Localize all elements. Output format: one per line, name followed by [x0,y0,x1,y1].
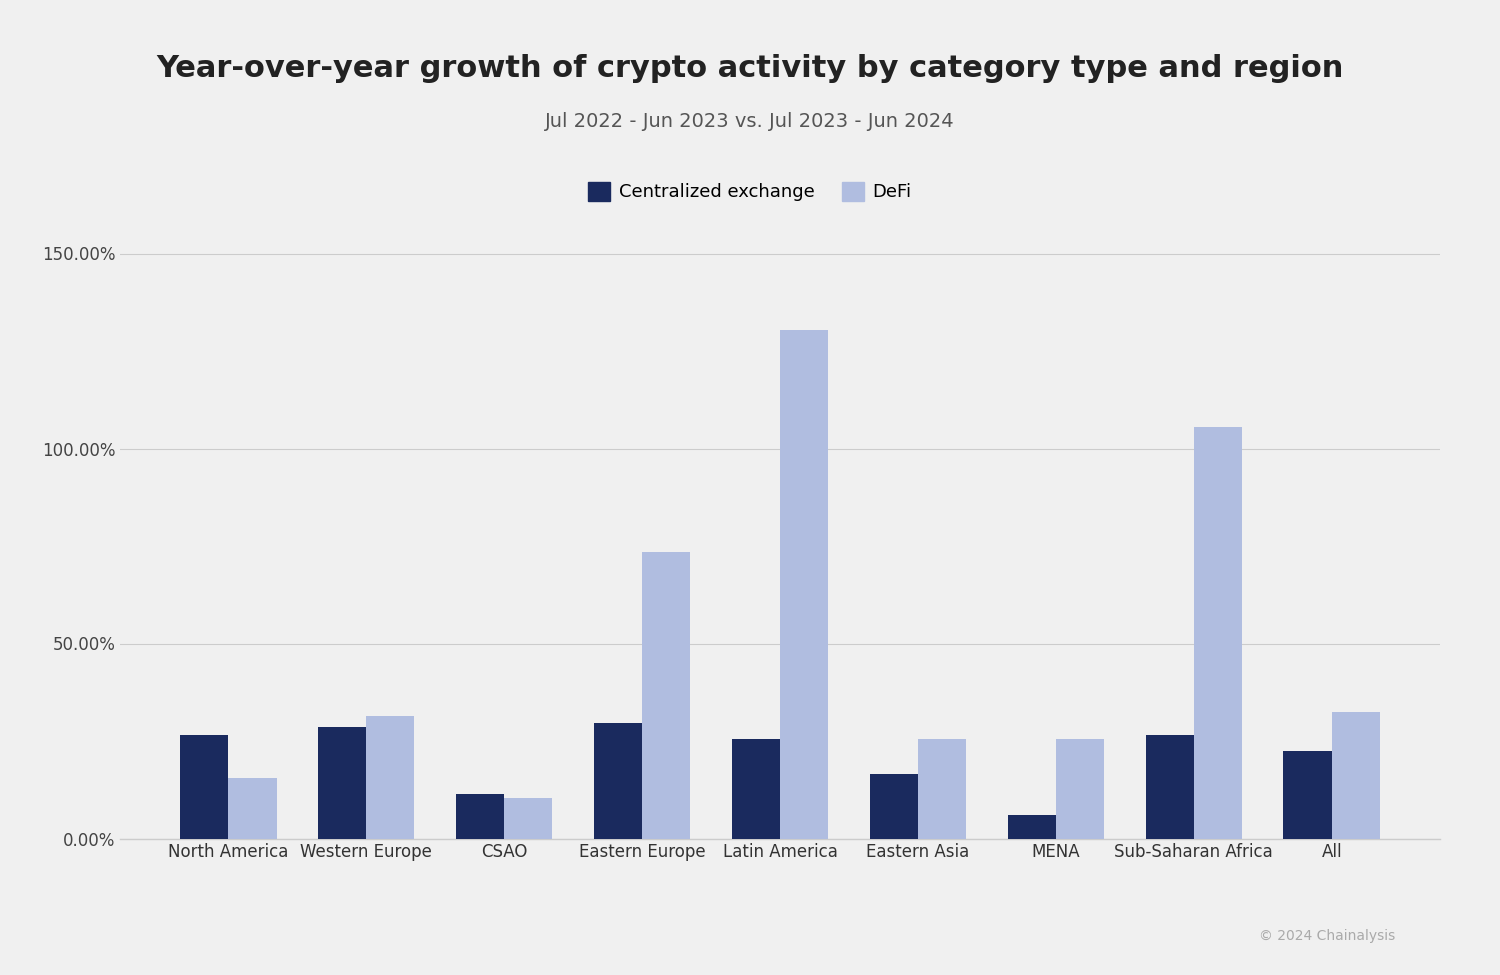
Bar [504,798,552,838]
Bar [180,735,228,838]
Bar [918,739,966,838]
Bar [642,552,690,838]
Bar [1146,735,1194,838]
Bar [318,727,366,838]
Bar [1332,712,1380,838]
Bar [1194,427,1242,838]
Bar [870,774,918,838]
Bar [228,778,276,838]
Text: Year-over-year growth of crypto activity by category type and region: Year-over-year growth of crypto activity… [156,54,1344,83]
Bar [1056,739,1104,838]
Bar [1008,815,1056,838]
Text: Jul 2022 - Jun 2023 vs. Jul 2023 - Jun 2024: Jul 2022 - Jun 2023 vs. Jul 2023 - Jun 2… [544,112,956,132]
Bar [456,794,504,838]
Bar [1284,751,1332,838]
Text: © 2024 Chainalysis: © 2024 Chainalysis [1258,929,1395,943]
Bar [366,716,414,838]
Bar [732,739,780,838]
Bar [594,723,642,838]
Bar [780,330,828,838]
Legend: Centralized exchange, DeFi: Centralized exchange, DeFi [580,175,920,209]
